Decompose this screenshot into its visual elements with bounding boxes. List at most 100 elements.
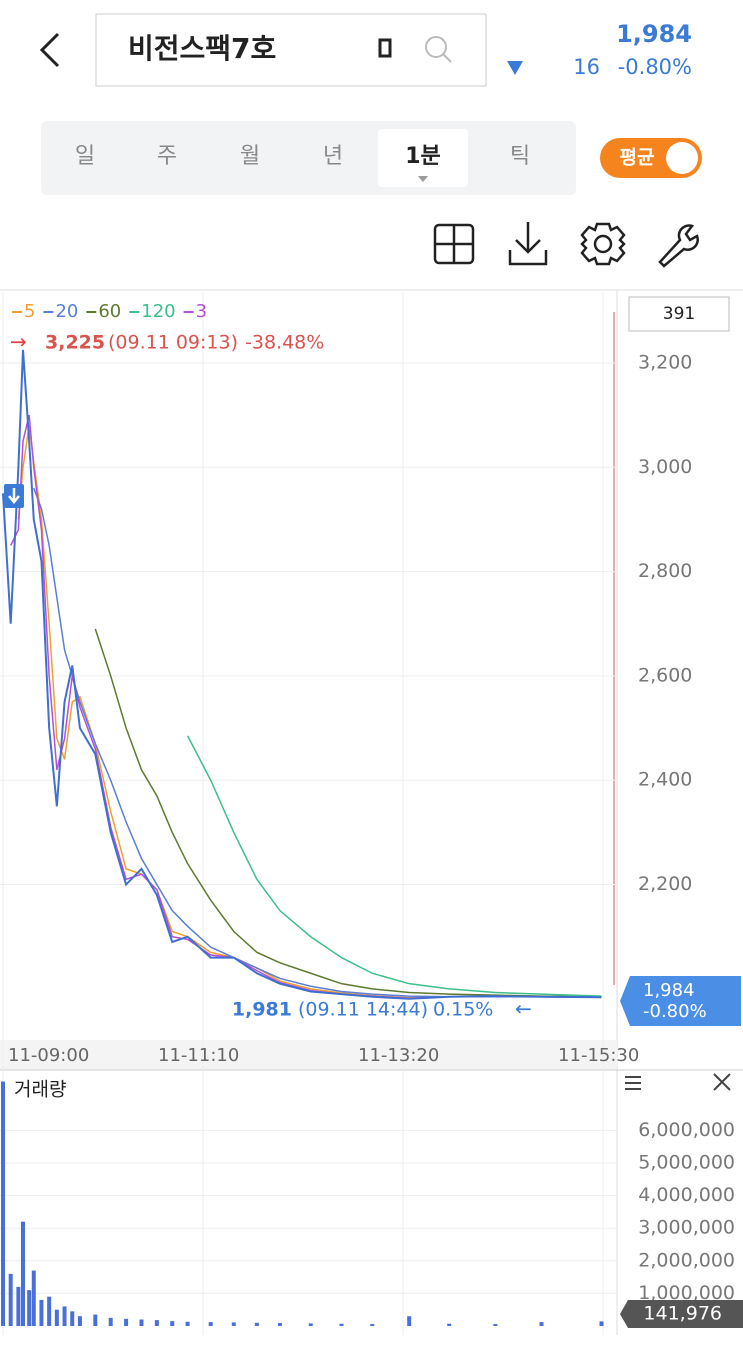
volume-bar [47,1296,52,1326]
y-tick-label: 4,000,000 [638,1184,735,1206]
x-tick-label: 11-11:10 [158,1045,239,1066]
volume-bar [170,1321,175,1326]
toolbar [433,222,699,268]
tool-icon[interactable] [658,224,699,268]
volume-title: 거래량 [14,1079,66,1101]
y-tick-label: 2,200 [638,873,692,895]
counter: 391 [663,304,695,324]
search-icon[interactable] [425,36,447,58]
change: 16 [573,55,600,79]
volume-bar [77,1316,82,1326]
volume-bar [27,1290,32,1326]
back-button[interactable] [39,32,60,68]
volume-bar [39,1299,44,1326]
volume-bar [447,1323,452,1326]
y-tick-label: 3,000 [638,456,692,478]
legend-label: 120 [141,301,175,322]
tab-bar [41,121,576,195]
tab[interactable]: 일 [75,144,95,169]
high-time: (09.11 09:13) [108,332,238,354]
volume-bar [154,1320,159,1326]
y-tick-label: 1,000,000 [638,1282,735,1304]
price-tag [620,976,741,1026]
low-time: (09.11 14:44) [298,999,428,1021]
ma-line [186,735,602,997]
stock-title: 비전스팩7호 [128,32,276,65]
legend-label: 60 [98,301,121,322]
tab[interactable]: 틱 [510,144,530,169]
search-icon [442,53,452,63]
high-arrow: → [10,330,27,354]
ma-line [33,487,602,998]
counter-box [628,296,730,332]
toggle-label: 평균 [620,147,655,169]
tab[interactable]: 1분 [405,144,441,169]
down-arrow [507,61,523,75]
tab[interactable]: 주 [157,144,177,169]
icon [378,38,392,58]
volume-bar [339,1323,344,1326]
volume-bar [31,1270,36,1326]
y-tick-label: 2,400 [638,769,692,791]
volume-tag-label: 141,976 [643,1303,722,1325]
download-icon[interactable] [508,222,548,266]
y-tick-label: 2,800 [638,560,692,582]
volume-bar [93,1314,98,1326]
y-tick-label: 2,000,000 [638,1249,735,1271]
volume-bar [8,1273,13,1326]
y-tick-label: 6,000,000 [638,1119,735,1141]
low-pct: 0.15% [433,999,493,1021]
high-price: 3,225 [45,332,105,354]
x-tick-label: 11-09:00 [8,1045,89,1066]
price-tag-pct: -0.80% [643,1001,707,1022]
tab[interactable]: 년 [323,144,343,169]
ma-line [94,628,602,998]
price-line [2,349,602,1000]
volume-bar [599,1321,604,1326]
search-box[interactable] [95,13,487,87]
volume-bar [231,1322,236,1326]
tab-caret [418,176,428,182]
settings-icon[interactable] [593,234,613,254]
y-tick-label: 2,600 [638,664,692,686]
low-price: 1,981 [232,999,292,1021]
volume-bar [308,1323,313,1326]
toggle-knob [666,142,698,174]
volume-bar [139,1319,144,1326]
legend-label: 5 [24,301,35,322]
active-tab [378,129,468,187]
high-pct: -38.48% [245,332,324,354]
change-pct: -0.80% [618,55,692,79]
volume-tag [620,1300,743,1328]
volume-bar [185,1321,190,1326]
volume-bar [254,1322,259,1326]
tab[interactable]: 월 [240,144,260,169]
y-tick-label: 5,000,000 [638,1152,735,1174]
volume-bar [54,1309,59,1326]
volume-bar [108,1317,113,1326]
volume-bar [124,1318,129,1326]
volume-bar [277,1323,282,1326]
x-tick-label: 11-15:30 [558,1045,639,1066]
legend-label: 20 [55,301,78,322]
volume-bar [370,1324,375,1326]
volume-bar [407,1316,412,1326]
price-tag-price: 1,984 [643,980,695,1001]
volume-bar [208,1322,213,1326]
low-arrow: ← [515,997,532,1021]
x-tick-label: 11-13:20 [358,1045,439,1066]
volume-bar [21,1221,26,1326]
legend-label: 3 [196,301,207,322]
volume-bar [62,1306,67,1326]
volume-bar [70,1311,75,1326]
volume-bar [493,1324,498,1326]
marker-arrow [8,488,20,504]
ma-line [10,414,602,1000]
close-icon[interactable] [713,1073,731,1091]
volume-bar [539,1322,544,1326]
menu-icon[interactable] [625,1076,641,1090]
volume-bar [16,1286,21,1326]
y-tick-label: 3,200 [638,351,692,373]
